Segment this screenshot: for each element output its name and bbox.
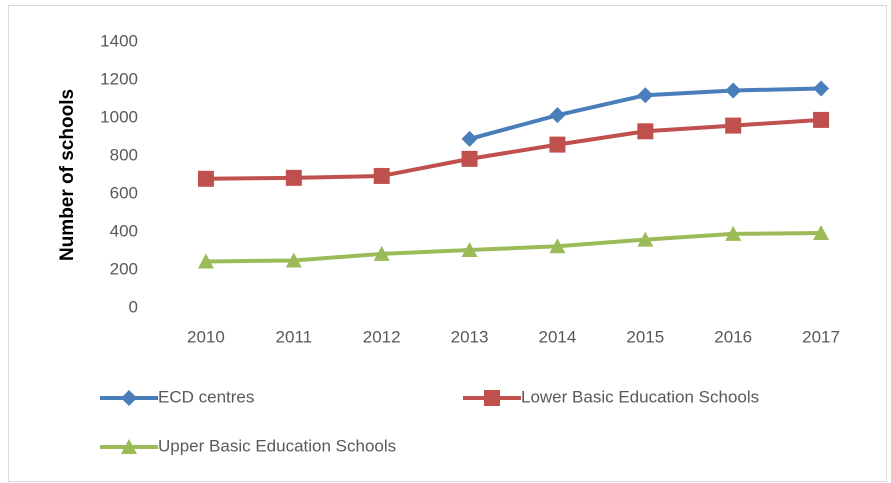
marker	[373, 245, 390, 261]
legend-marker	[484, 390, 500, 406]
x-tick-label: 2016	[714, 327, 752, 346]
legend-marker	[121, 390, 137, 406]
y-tick-label: 1000	[100, 107, 138, 126]
x-tick-label: 2011	[276, 327, 313, 346]
y-tick-label: 1400	[100, 31, 138, 50]
legend-marker	[121, 439, 137, 454]
marker	[813, 224, 830, 240]
marker	[549, 136, 566, 153]
y-tick-label: 1200	[100, 69, 138, 88]
x-tick-label: 2017	[802, 327, 840, 346]
marker	[549, 238, 566, 254]
marker	[461, 130, 478, 147]
y-tick-label: 800	[110, 145, 138, 164]
marker	[637, 123, 654, 140]
y-tick-label: 0	[129, 297, 138, 316]
marker	[725, 117, 742, 134]
marker	[637, 87, 654, 104]
marker	[813, 111, 830, 128]
chart-frame	[8, 5, 887, 482]
legend-label: Lower Basic Education Schools	[521, 387, 759, 406]
series-line	[205, 117, 822, 181]
x-tick-label: 2013	[451, 327, 489, 346]
marker	[197, 253, 214, 269]
legend-label: Upper Basic Education Schools	[158, 436, 396, 455]
marker	[549, 107, 566, 124]
y-tick-label: 200	[110, 259, 138, 278]
marker	[725, 225, 742, 241]
legend-label: ECD centres	[158, 387, 254, 406]
marker	[637, 231, 654, 247]
marker	[197, 170, 214, 187]
x-tick-label: 2010	[187, 327, 225, 346]
y-tick-label: 400	[110, 221, 138, 240]
y-axis-label: Number of schools	[57, 89, 78, 261]
marker	[725, 82, 742, 99]
marker	[813, 80, 830, 97]
x-tick-label: 2015	[626, 327, 664, 346]
y-tick-label: 600	[110, 183, 138, 202]
series-line	[205, 230, 822, 264]
x-tick-label: 2012	[363, 327, 401, 346]
x-tick-label: 2014	[539, 327, 577, 346]
marker	[373, 167, 390, 184]
marker	[285, 252, 302, 268]
marker	[285, 169, 302, 186]
marker	[461, 242, 478, 258]
marker	[461, 150, 478, 167]
